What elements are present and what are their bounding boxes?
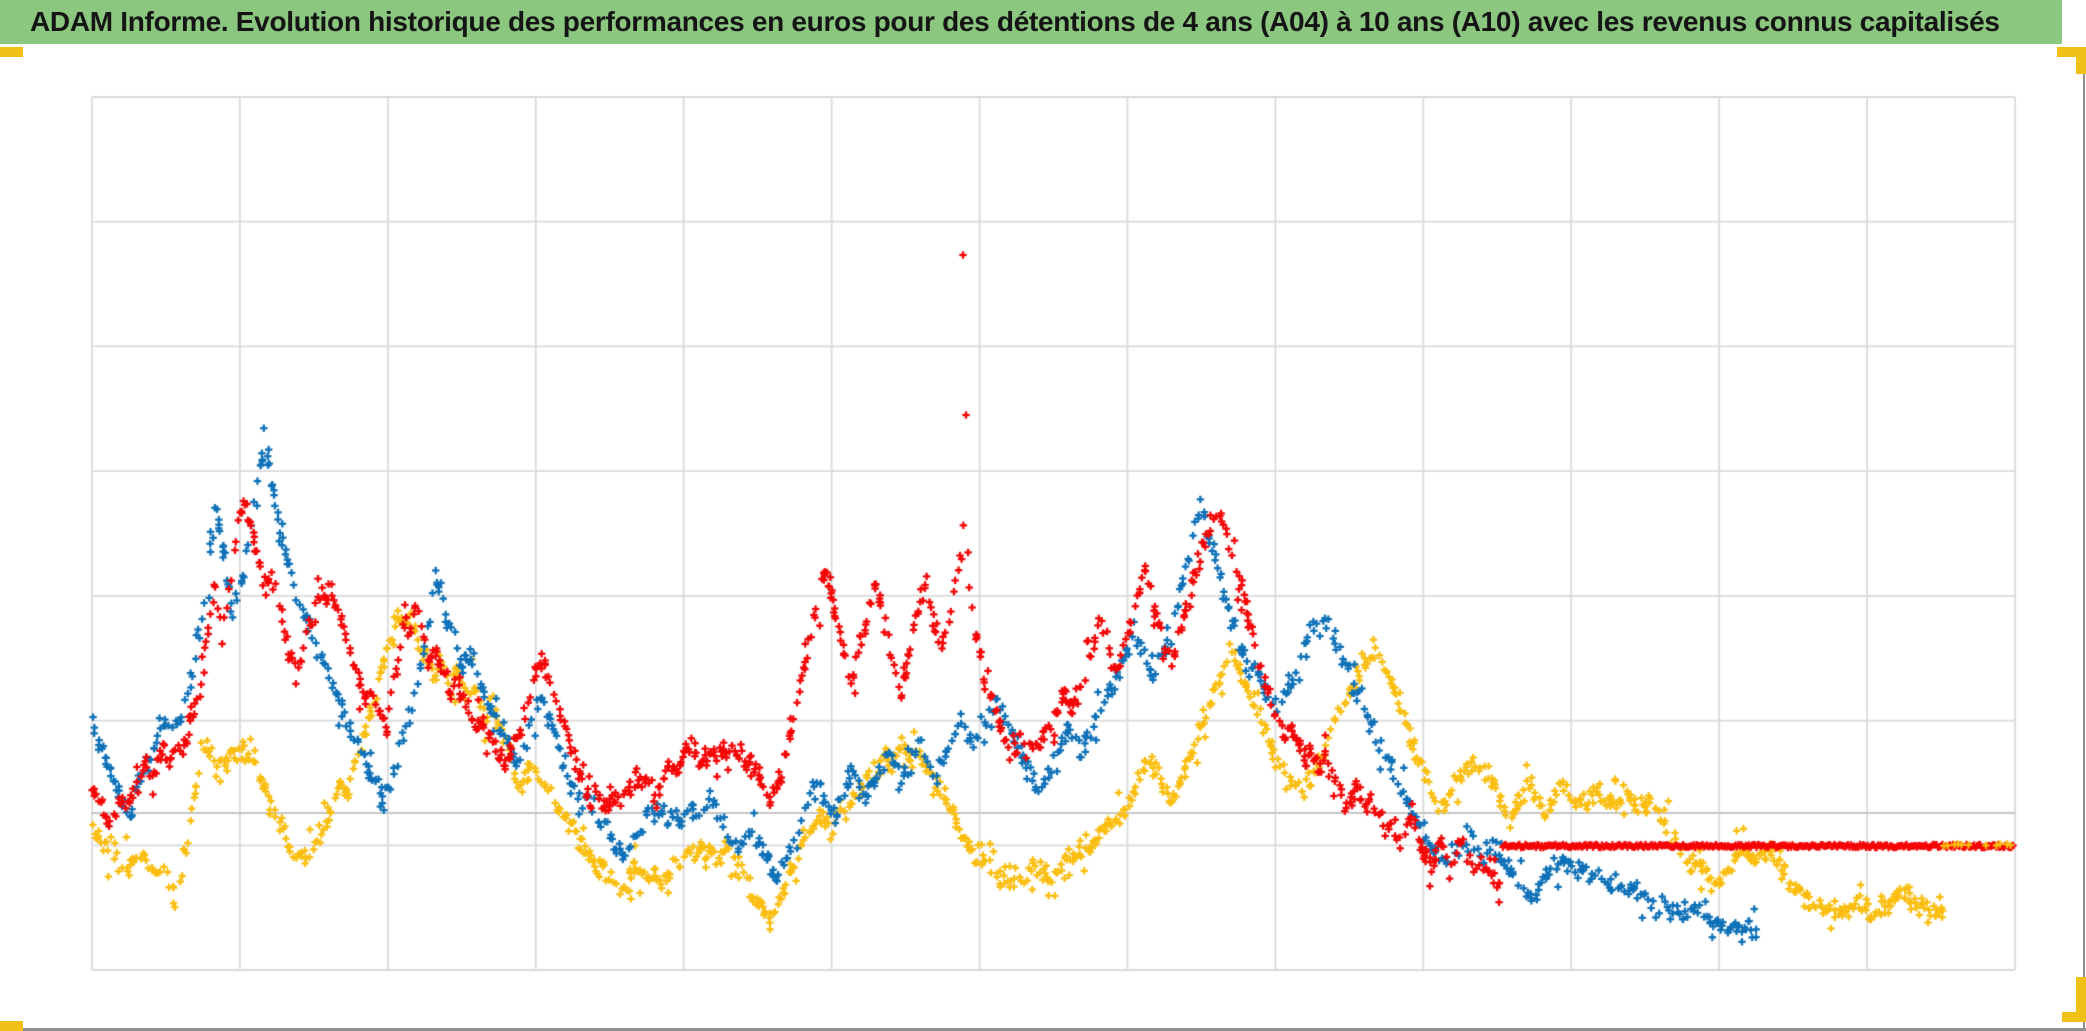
chart-title: ADAM Informe. Evolution historique des p… bbox=[30, 6, 2000, 37]
window-bottom-edge bbox=[0, 1028, 2086, 1031]
capture-handle[interactable] bbox=[0, 1021, 23, 1031]
capture-handle[interactable] bbox=[2062, 1012, 2086, 1022]
title-bar: ADAM Informe. Evolution historique des p… bbox=[0, 0, 2062, 44]
capture-handle[interactable] bbox=[2076, 977, 2086, 1022]
capture-handle[interactable] bbox=[2076, 47, 2086, 74]
capture-handle[interactable] bbox=[0, 47, 23, 57]
window-right-edge bbox=[2083, 57, 2085, 1028]
capture-handle[interactable] bbox=[2057, 47, 2086, 57]
